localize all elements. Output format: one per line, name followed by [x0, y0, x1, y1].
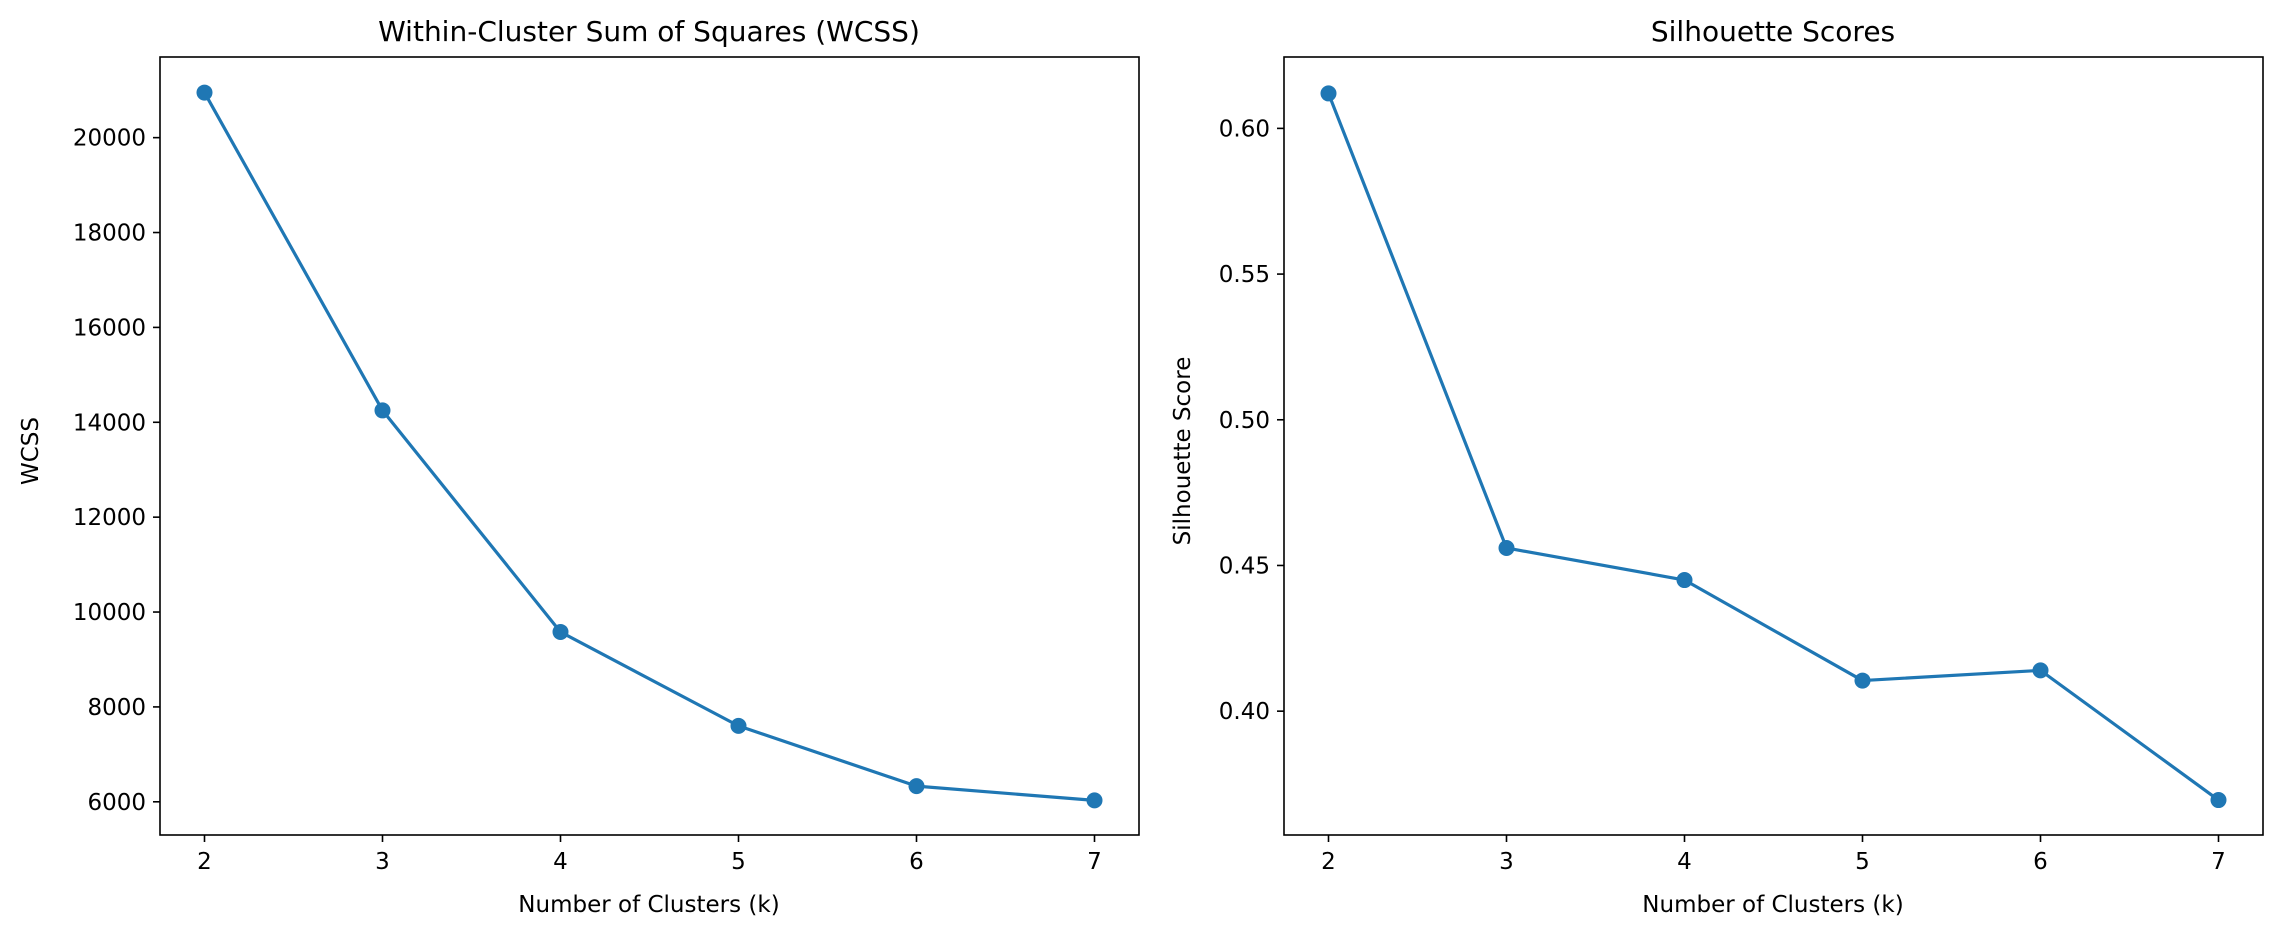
y-tick-label: 6000: [87, 790, 146, 816]
data-point: [374, 402, 391, 419]
x-tick-label: 2: [1321, 849, 1336, 875]
data-point: [2210, 792, 2227, 809]
x-tick-label: 4: [1677, 849, 1692, 875]
data-point: [552, 623, 569, 640]
data-point: [1498, 539, 1515, 556]
data-point: [1854, 672, 1871, 689]
series-line: [202, 90, 1097, 802]
y-axis-label: Silhouette Score: [1170, 357, 1196, 546]
x-tick-label: 6: [2033, 849, 2048, 875]
x-axis-label: Number of Clusters (k): [518, 892, 779, 918]
data-point: [730, 717, 747, 734]
y-tick-label: 18000: [73, 221, 146, 247]
y-tick-label: 20000: [73, 126, 146, 152]
plot-frame: [159, 56, 1140, 836]
y-tick-label: 10000: [73, 600, 146, 626]
x-tick-label: 6: [909, 849, 924, 875]
y-tick-label: 0.50: [1219, 408, 1270, 434]
series-line: [1326, 91, 2221, 802]
plot-frame: [1283, 56, 2264, 836]
x-tick-label: 7: [1087, 849, 1102, 875]
y-axis-label: WCSS: [18, 417, 44, 485]
y-tick-label: 12000: [73, 505, 146, 531]
chart-title: Within-Cluster Sum of Squares (WCSS): [378, 15, 920, 48]
wcss-chart: Within-Cluster Sum of Squares (WCSS) Num…: [18, 15, 1140, 918]
data-point: [2032, 662, 2049, 679]
x-axis-label: Number of Clusters (k): [1642, 892, 1903, 918]
y-tick-label: 0.55: [1219, 262, 1270, 288]
chart-title: Silhouette Scores: [1651, 15, 1895, 48]
y-tick-label: 0.45: [1219, 553, 1270, 579]
x-tick-label: 5: [1855, 849, 1870, 875]
y-tick-label: 14000: [73, 410, 146, 436]
silhouette-chart: Silhouette Scores Number of Clusters (k)…: [1170, 15, 2264, 918]
y-tick-label: 8000: [87, 695, 146, 721]
y-tick-label: 0.40: [1219, 699, 1270, 725]
x-tick-label: 2: [197, 849, 212, 875]
data-point: [1676, 572, 1693, 589]
x-tick-label: 3: [375, 849, 390, 875]
x-tick-label: 4: [553, 849, 568, 875]
x-tick-label: 3: [1499, 849, 1514, 875]
data-point: [908, 778, 925, 795]
y-tick-label: 0.60: [1219, 116, 1270, 142]
y-tick-label: 16000: [73, 315, 146, 341]
x-tick-label: 5: [731, 849, 746, 875]
data-point: [196, 84, 213, 101]
data-point: [1086, 792, 1103, 809]
data-point: [1320, 85, 1337, 102]
x-tick-label: 7: [2211, 849, 2226, 875]
